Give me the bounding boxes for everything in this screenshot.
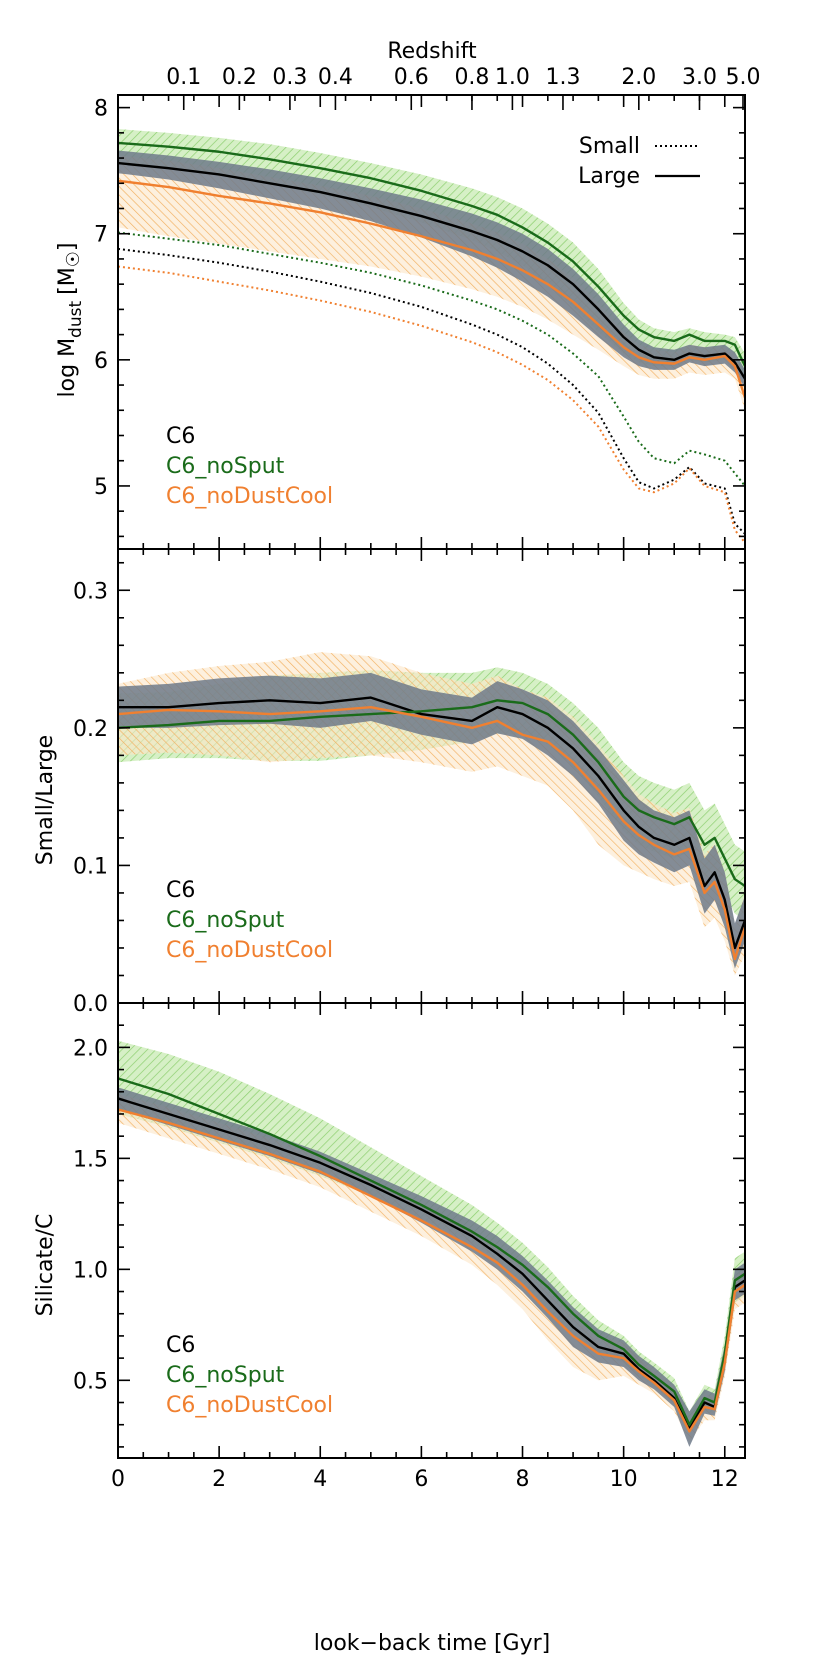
series-c6-nosput: [118, 699, 745, 888]
y-tick-label: 5: [94, 475, 108, 500]
redshift-tick-label: 0.1: [166, 65, 201, 90]
series-c6-nodustcool: [118, 706, 745, 961]
redshift-tick-label: 5.0: [726, 65, 761, 90]
model-legend-top: C6 C6_noSput C6_noDustCool: [166, 424, 333, 509]
band-c6: [118, 672, 745, 969]
y-tick-label: 0.3: [73, 579, 108, 604]
y-tick-label: 0.0: [73, 992, 108, 1017]
ylabel-unit: [M: [55, 267, 80, 295]
legend-c6: C6: [166, 424, 195, 449]
redshift-tick-label: 3.0: [682, 65, 717, 90]
y-tick-label: 8: [94, 97, 108, 122]
plot-area: [118, 1040, 745, 1447]
legend-c6-nodustcool: C6_noDustCool: [166, 1393, 333, 1418]
y-tick-label: 7: [94, 223, 108, 248]
y-tick-label: 1.0: [73, 1258, 108, 1283]
y-tick-label: 0.5: [73, 1369, 108, 1394]
y-tick-label: 0.2: [73, 717, 108, 742]
model-legend-middle: C6 C6_noSput C6_noDustCool: [166, 878, 333, 963]
model-legend-bottom: C6 C6_noSput C6_noDustCool: [166, 1333, 333, 1418]
panel-dust-mass: 5 6 7 8: [94, 94, 746, 550]
redshift-axis-title: Redshift: [387, 39, 477, 64]
series-c6-nosput-large: [118, 141, 745, 367]
redshift-ticks: 0.1 0.2 0.3 0.4 0.6 0.8 1.0 1.3 2.0 3.0 5.0: [166, 65, 761, 110]
legend-large-label: Large: [578, 164, 640, 189]
band-c6-nodustcool: [118, 652, 745, 976]
legend-small-label: Small: [579, 134, 640, 159]
y-tick-label: 0.1: [73, 854, 108, 879]
small-large-y-label: Small/Large: [33, 735, 58, 865]
series-c6: [118, 1097, 745, 1431]
ylabel-unit-close: ]: [55, 243, 80, 252]
x-tick-label: 6: [414, 1467, 428, 1492]
series-c6: [118, 696, 745, 950]
series-c6-large: [118, 161, 745, 380]
panel-frame: [117, 1002, 746, 1459]
x-tick-label: 2: [212, 1467, 226, 1492]
dust-mass-y-label: log Mdust [M☉]: [55, 243, 86, 398]
ylabel-sub: dust: [66, 301, 86, 338]
x-tick-label: 8: [516, 1467, 530, 1492]
redshift-tick-label: 1.0: [495, 65, 530, 90]
legend-c6: C6: [166, 1333, 195, 1358]
redshift-tick-label: 0.3: [272, 65, 307, 90]
panel-frame: [117, 548, 746, 1004]
redshift-tick-label: 1.3: [545, 65, 580, 90]
band-c6: [118, 150, 745, 388]
x-tick-label: 0: [111, 1467, 125, 1492]
ylabel-main: log M: [55, 338, 80, 398]
series-c6-nosput: [118, 1077, 745, 1426]
legend-c6-nosput: C6_noSput: [166, 1363, 285, 1388]
plot-area: [118, 129, 745, 544]
svg-text:log Mdust[M☉]: log Mdust [M☉]: [55, 243, 86, 398]
x-tick-label: 4: [313, 1467, 327, 1492]
legend-c6-nosput: C6_noSput: [166, 908, 285, 933]
legend-c6-nodustcool: C6_noDustCool: [166, 938, 333, 963]
band-c6-nodustcool: [118, 155, 745, 411]
series-c6-nosput-small: [118, 231, 745, 487]
x-tick-label: 12: [711, 1467, 739, 1492]
redshift-tick-label: 2.0: [621, 65, 656, 90]
redshift-tick-label: 0.2: [222, 65, 257, 90]
redshift-tick-label: 0.8: [454, 65, 489, 90]
band-c6-nodustcool: [118, 1094, 745, 1443]
style-legend: Small Large: [578, 134, 700, 189]
legend-c6-nosput: C6_noSput: [166, 454, 285, 479]
plot-area: [118, 652, 745, 976]
y-tick-label: 1.5: [73, 1147, 108, 1172]
redshift-tick-label: 0.6: [394, 65, 429, 90]
x-axis-title: look−back time [Gyr]: [314, 1631, 550, 1656]
legend-c6: C6: [166, 878, 195, 903]
panel-silicate-c: 0.5 1.0 1.5 2.0 0 2 4 6 8 10 12: [73, 1002, 746, 1492]
legend-c6-nodustcool: C6_noDustCool: [166, 484, 333, 509]
series-c6-nodustcool: [118, 1108, 745, 1433]
y-tick-label: 2.0: [73, 1036, 108, 1061]
sun-symbol: ☉: [63, 251, 84, 267]
series-c6-nodustcool-large: [118, 179, 745, 399]
redshift-tick-label: 0.4: [318, 65, 353, 90]
silicate-c-y-label: Silicate/C: [33, 1214, 58, 1317]
series-c6-nodustcool-small: [118, 265, 745, 544]
y-tick-label: 6: [94, 349, 108, 374]
x-tick-label: 10: [610, 1467, 638, 1492]
